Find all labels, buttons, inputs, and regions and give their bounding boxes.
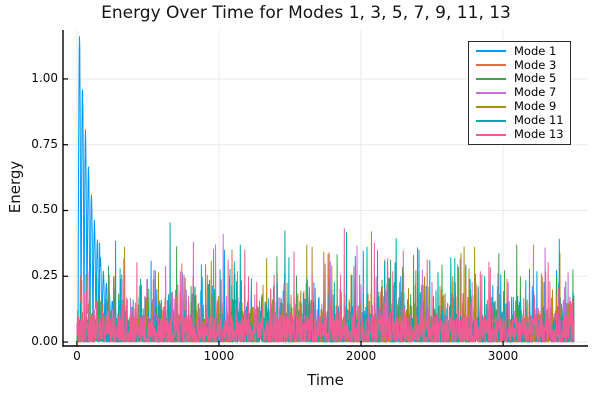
- legend-line-sample: [476, 78, 506, 81]
- x-tick-label: 2000: [345, 349, 377, 363]
- legend-line-sample: [476, 119, 506, 122]
- legend-line-sample: [476, 133, 506, 136]
- legend-label: Mode 7: [514, 85, 557, 100]
- legend-item: Mode 1: [469, 45, 570, 58]
- legend-item: Mode 13: [469, 128, 570, 141]
- x-tick-label: 0: [73, 349, 81, 363]
- legend-item: Mode 5: [469, 73, 570, 86]
- legend-label: Mode 5: [514, 71, 557, 86]
- chart-title: Energy Over Time for Modes 1, 3, 5, 7, 9…: [101, 3, 511, 23]
- legend-line-sample: [476, 64, 506, 67]
- legend-item: Mode 11: [469, 114, 570, 127]
- legend: Mode 1 Mode 3 Mode 5 Mode 7 Mode 9 Mode …: [468, 41, 571, 145]
- legend-line-sample: [476, 50, 506, 53]
- legend-label: Mode 13: [514, 126, 564, 141]
- y-tick-label: 0.00: [31, 334, 58, 349]
- y-tick-label: 0.50: [31, 202, 58, 217]
- series-line-mode-13: [76, 228, 575, 343]
- legend-item: Mode 9: [469, 100, 570, 113]
- legend-line-sample: [476, 105, 506, 108]
- legend-label: Mode 3: [514, 57, 557, 72]
- x-axis-label: Time: [307, 371, 344, 389]
- y-tick-label: 1.00: [31, 70, 58, 85]
- legend-item: Mode 3: [469, 59, 570, 72]
- y-tick-label: 0.25: [31, 268, 58, 283]
- legend-label: Mode 9: [514, 99, 557, 114]
- x-tick-label: 1000: [203, 349, 235, 363]
- y-tick-label: 0.75: [31, 136, 58, 151]
- x-tick-label: 3000: [487, 349, 519, 363]
- legend-label: Mode 1: [514, 43, 557, 58]
- legend-item: Mode 7: [469, 87, 570, 100]
- legend-line-sample: [476, 92, 506, 94]
- legend-label: Mode 11: [514, 113, 564, 127]
